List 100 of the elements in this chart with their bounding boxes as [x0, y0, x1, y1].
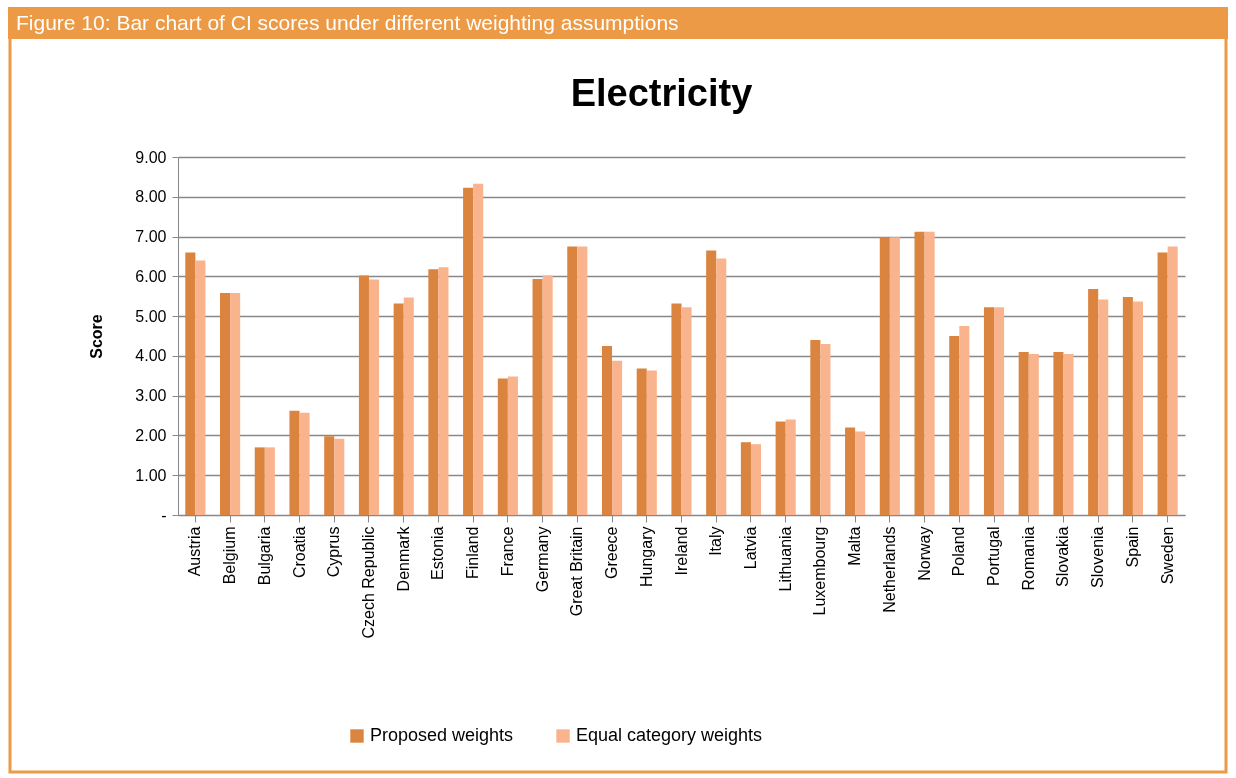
x-tick-label: Norway	[915, 526, 933, 581]
bar	[1098, 299, 1109, 515]
x-tick-label: Finland	[464, 526, 482, 579]
bar	[1018, 351, 1029, 515]
x-tick-label: France	[498, 526, 516, 577]
bar	[195, 260, 206, 515]
bar	[681, 307, 692, 515]
bar	[1122, 297, 1133, 515]
caption: Figure 10: Bar chart of CI scores under different weighting assumptions	[16, 11, 679, 34]
x-tick-label: Sweden	[1158, 526, 1176, 585]
bar	[324, 436, 335, 515]
bar	[983, 307, 995, 515]
y-tick-label: 8.00	[135, 188, 167, 206]
x-tick-label: Slovakia	[1054, 526, 1072, 587]
x-tick-label: Romania	[1019, 526, 1037, 591]
bar	[567, 246, 578, 515]
bar	[914, 231, 925, 515]
bar	[577, 246, 588, 515]
bar	[473, 183, 484, 515]
x-tick-label: Slovenia	[1089, 526, 1107, 588]
bar	[299, 412, 310, 515]
bar	[750, 444, 762, 515]
x-tick-label: Belgium	[221, 526, 239, 585]
y-tick-label: 3.00	[135, 387, 167, 405]
x-tick-label: Italy	[707, 526, 725, 556]
bar	[497, 378, 508, 515]
bar	[463, 187, 474, 515]
bar	[855, 431, 866, 515]
x-tick-label: Croatia	[290, 526, 308, 579]
bar	[924, 231, 935, 515]
legend-label: Proposed weights	[370, 725, 514, 745]
y-tick-label: 9.00	[135, 148, 167, 166]
bar	[1088, 289, 1099, 515]
bar	[289, 410, 300, 515]
bar	[845, 427, 856, 515]
legend-label: Equal category weights	[576, 725, 763, 745]
bar	[507, 376, 518, 515]
chart-title: Electricity	[570, 72, 753, 114]
bar	[1063, 353, 1074, 515]
bar	[636, 368, 647, 515]
bar	[716, 258, 727, 515]
bar	[810, 339, 821, 515]
bar	[334, 438, 345, 515]
x-tick-label: Portugal	[985, 526, 1003, 587]
y-axis-title: Score	[88, 314, 106, 359]
bar	[254, 447, 265, 515]
y-tick-label: 5.00	[135, 307, 167, 325]
x-tick-label: Latvia	[741, 526, 759, 570]
bar	[393, 303, 404, 515]
x-tick-label: Malta	[846, 526, 864, 566]
x-tick-label: Netherlands	[880, 526, 898, 613]
y-tick-label: 4.00	[135, 347, 167, 365]
bar	[612, 360, 623, 515]
x-tick-label: Great Britain	[568, 526, 586, 617]
x-tick-label: Poland	[950, 526, 968, 577]
bar	[185, 252, 196, 515]
x-tick-label: Denmark	[394, 525, 412, 592]
bar	[879, 237, 890, 515]
bar	[1167, 246, 1178, 515]
bar	[1053, 351, 1064, 515]
bar	[949, 336, 960, 515]
bar	[230, 293, 241, 515]
x-tick-label: Bulgaria	[255, 526, 273, 586]
x-tick-label: Ireland	[672, 526, 690, 576]
x-tick-label: Lithuania	[776, 526, 794, 592]
bar	[428, 269, 439, 515]
y-tick-label: 7.00	[135, 228, 167, 246]
y-tick-label: -	[161, 506, 167, 524]
bar	[264, 447, 275, 515]
bar	[785, 419, 796, 515]
bar	[368, 279, 380, 515]
bar	[542, 275, 553, 515]
x-tick-label: Austria	[186, 526, 204, 577]
bar	[959, 326, 970, 515]
y-tick-label: 2.00	[135, 426, 167, 444]
bar	[646, 370, 657, 515]
x-tick-label: Estonia	[429, 526, 447, 580]
x-tick-label: Hungary	[637, 526, 655, 587]
bar	[740, 442, 751, 515]
y-tick-label: 6.00	[135, 267, 167, 285]
bar	[1028, 353, 1039, 515]
bar	[1132, 301, 1143, 515]
bar	[438, 267, 449, 515]
x-tick-label: Germany	[533, 526, 551, 593]
x-tick-label: Cyprus	[325, 526, 343, 578]
bar	[775, 421, 786, 515]
bar	[358, 275, 369, 515]
bar	[220, 293, 231, 515]
bar	[671, 303, 682, 515]
bar	[706, 250, 717, 515]
y-tick-label: 1.00	[135, 466, 167, 484]
bar	[532, 279, 543, 515]
bar	[601, 345, 613, 515]
bar	[820, 343, 831, 515]
bar	[403, 297, 414, 515]
x-tick-label: Luxembourg	[811, 526, 829, 616]
x-tick-label: Czech Republic	[359, 526, 377, 639]
bar	[994, 307, 1005, 515]
x-tick-label: Spain	[1123, 526, 1141, 568]
bar	[1157, 252, 1168, 515]
